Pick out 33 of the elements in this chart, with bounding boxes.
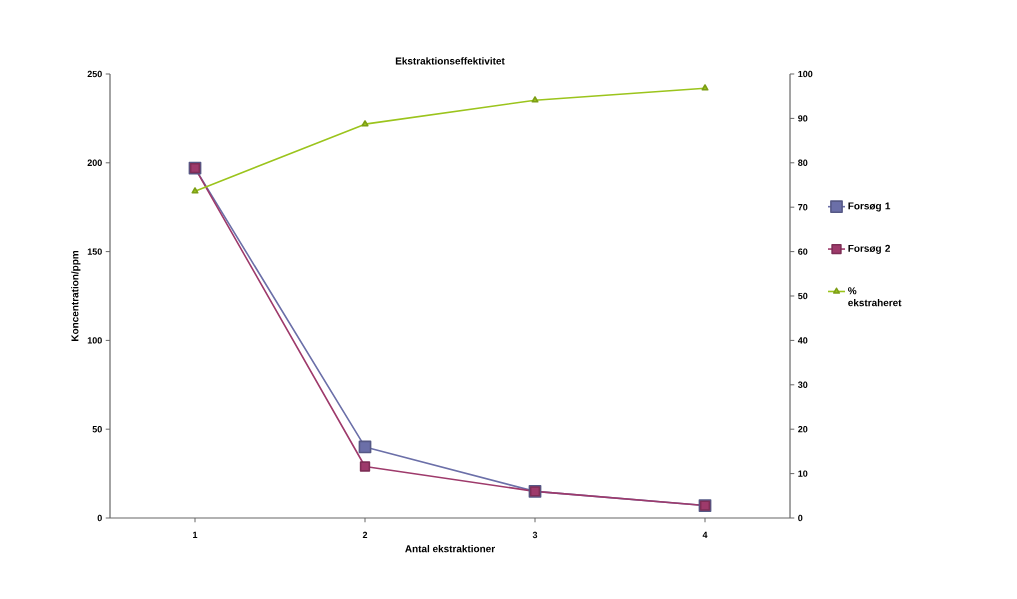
y2-tick-label: 40 <box>797 337 808 344</box>
x-tick-label: 3 <box>532 531 538 539</box>
y2-tick-label: 80 <box>798 159 808 166</box>
legend-label: Forsøg 1 <box>848 202 891 212</box>
y2-tick-label: 0 <box>798 514 803 522</box>
point <box>701 84 709 91</box>
y2-tick-label: 10 <box>798 470 808 477</box>
y-tick-label: 200 <box>87 159 102 166</box>
x-tick-label: 4 <box>702 531 708 538</box>
point <box>191 187 199 194</box>
y-tick-label: 150 <box>87 248 102 255</box>
legend-label: Forsøg 2 <box>848 244 891 254</box>
y2-tick-label: 60 <box>798 248 808 255</box>
point <box>361 120 369 127</box>
y2-tick-label: 30 <box>797 381 808 388</box>
legend-label: % ekstraheret <box>848 287 902 307</box>
y2-tick-label: 70 <box>798 204 808 211</box>
point <box>358 440 372 454</box>
y-tick-label: 100 <box>87 337 102 344</box>
y2-tick-label: 100 <box>798 70 813 78</box>
y2-tick-label: 90 <box>798 115 808 122</box>
point <box>531 96 539 103</box>
y2-tick-label: 20 <box>798 426 808 433</box>
x-axis-title: Antal ekstraktioner <box>405 544 495 553</box>
x-tick-label: 2 <box>362 531 368 539</box>
x-tick-label: 1 <box>193 531 198 538</box>
point <box>359 461 371 472</box>
y-tick-label: 250 <box>87 70 102 78</box>
chart-title: Ekstraktionseffektivitet <box>395 57 505 65</box>
y-tick-label: 50 <box>92 426 102 433</box>
y-tick-label: 0 <box>97 514 102 522</box>
y2-tick-label: 50 <box>798 292 808 300</box>
y-axis-title: Koncentration/ppm <box>71 250 81 341</box>
